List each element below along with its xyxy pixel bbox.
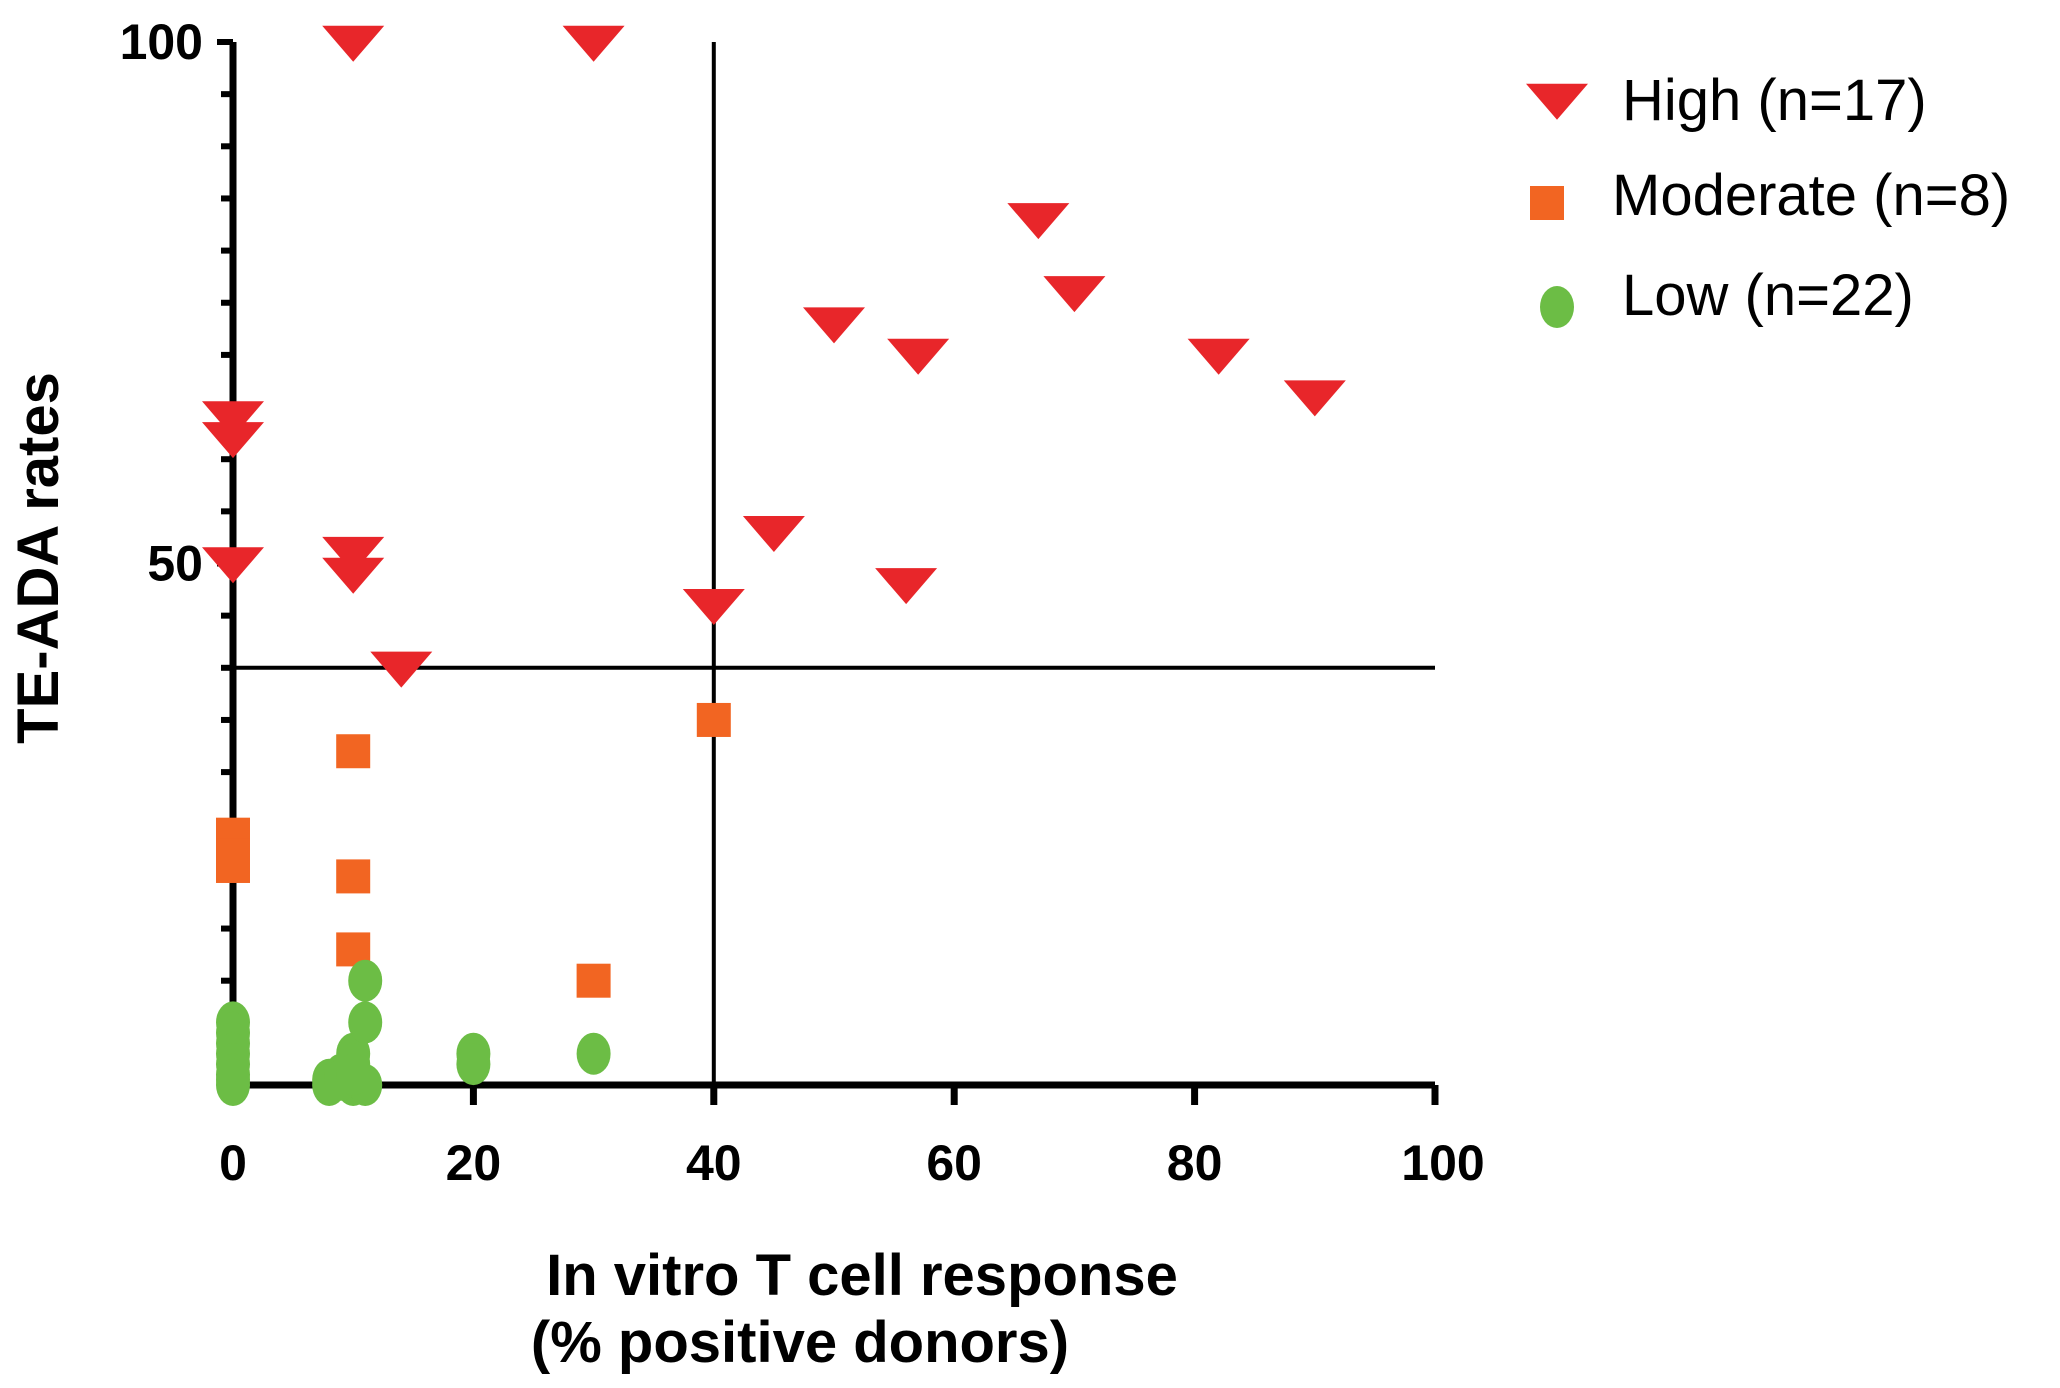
y-tick-label: 50 — [147, 536, 203, 592]
legend-marker-low — [1540, 286, 1574, 328]
data-point-low — [576, 1032, 611, 1075]
data-markers — [202, 25, 1346, 1106]
data-point-high — [562, 25, 625, 62]
legend: High (n=17) Moderate (n=8) Low (n=22) — [1526, 68, 2010, 328]
y-tick-label: 100 — [120, 14, 203, 70]
x-tick-label: 20 — [446, 1135, 502, 1191]
data-point-moderate — [336, 859, 371, 894]
legend-marker-high — [1526, 83, 1588, 120]
data-point-high — [322, 536, 385, 573]
data-point-low — [336, 1053, 371, 1096]
data-point-high — [742, 516, 805, 553]
data-point-high — [322, 25, 385, 62]
x-tick-labels: 0 20 40 60 80 100 — [219, 1135, 1485, 1191]
data-point-high — [202, 401, 264, 438]
x-tick-label: 40 — [686, 1135, 742, 1191]
data-point-high — [1043, 276, 1106, 313]
data-point-moderate — [576, 963, 611, 998]
x-axis-ticks — [229, 1085, 1439, 1105]
data-point-high — [1187, 338, 1250, 375]
plot-area — [202, 25, 1439, 1106]
legend-label-high: High (n=17) — [1622, 68, 1927, 133]
x-tick-label: 60 — [926, 1135, 982, 1191]
data-point-low — [216, 1058, 250, 1101]
data-point-high — [202, 547, 264, 584]
x-tick-label: 100 — [1401, 1135, 1484, 1191]
data-point-low — [456, 1043, 491, 1086]
data-point-high — [322, 557, 385, 594]
data-point-high — [875, 568, 938, 605]
legend-label-moderate: Moderate (n=8) — [1612, 163, 2010, 228]
y-axis-title: TE-ADA rates — [6, 372, 71, 744]
data-point-low — [348, 1001, 383, 1044]
x-tick-label: 80 — [1167, 1135, 1223, 1191]
legend-label-low: Low (n=22) — [1622, 263, 1914, 328]
legend-marker-moderate — [1530, 186, 1564, 220]
data-point-high — [803, 307, 865, 344]
data-point-moderate — [216, 848, 250, 883]
data-point-high — [1007, 203, 1070, 240]
data-point-high — [202, 422, 264, 459]
data-point-high — [1283, 380, 1346, 417]
y-tick-labels: 50 100 — [120, 14, 203, 592]
data-point-moderate — [696, 702, 731, 737]
data-point-high — [682, 589, 745, 626]
x-axis-title-line1: In vitro T cell response — [546, 1243, 1178, 1308]
data-point-high — [887, 338, 950, 375]
data-point-moderate — [336, 734, 371, 769]
x-tick-label: 0 — [219, 1135, 247, 1191]
data-point-high — [370, 651, 433, 688]
x-axis-title-line2: (% positive donors) — [531, 1310, 1069, 1375]
data-point-low — [348, 959, 383, 1002]
